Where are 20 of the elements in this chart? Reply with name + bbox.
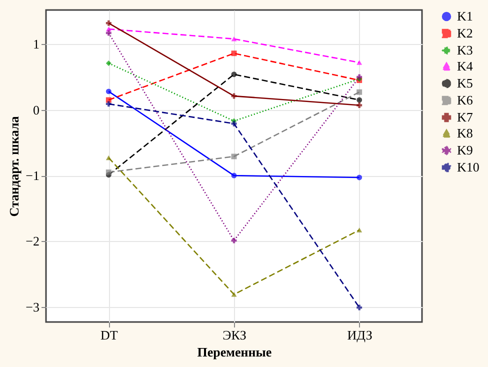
x-tick-label: ЭКЗ xyxy=(222,328,246,342)
y-tick-label: −3 xyxy=(26,299,40,314)
legend-label: K8 xyxy=(457,126,473,140)
y-tick-label: −1 xyxy=(26,168,40,184)
legend-label: K3 xyxy=(457,42,473,58)
x-axis-title: Переменные xyxy=(197,344,272,360)
legend-label: K7 xyxy=(457,110,474,124)
legend-label: K6 xyxy=(457,92,474,108)
y-tick-label: 0 xyxy=(33,102,40,118)
legend-label: K9 xyxy=(457,142,473,158)
legend-label: K10 xyxy=(457,160,480,174)
legend-label: K4 xyxy=(457,58,474,74)
legend-label: K5 xyxy=(457,76,473,90)
x-tick-label: DT xyxy=(100,328,118,342)
legend-label: K2 xyxy=(457,26,473,40)
legend-label: K1 xyxy=(457,8,473,24)
y-axis-title: Стандарт. шкала xyxy=(6,116,22,217)
y-tick-label: 1 xyxy=(33,36,40,52)
x-tick-label: ИДЗ xyxy=(347,328,372,342)
y-tick-label: −2 xyxy=(26,234,40,249)
